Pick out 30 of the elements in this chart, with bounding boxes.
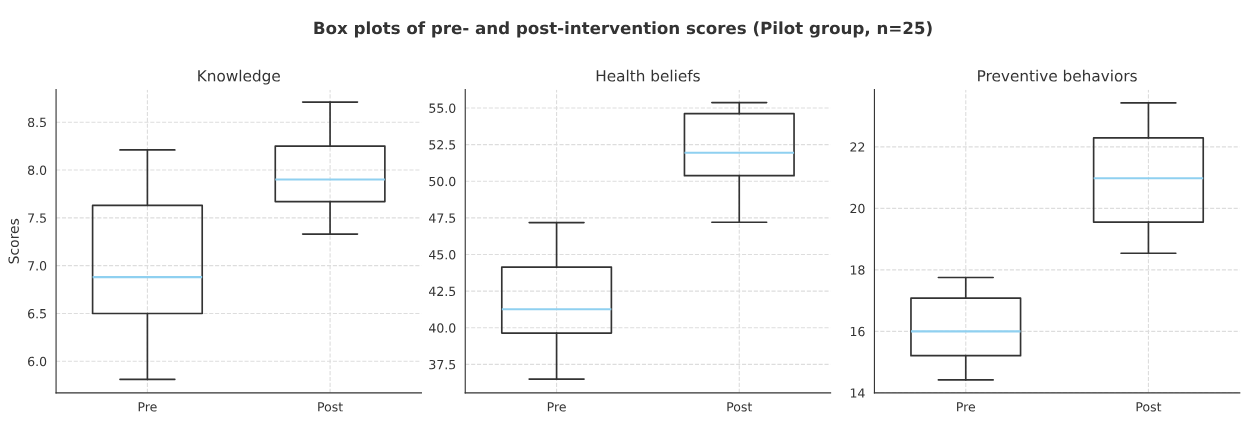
y-tick-label: 50.0	[429, 176, 456, 187]
y-tick-label: 42.5	[429, 286, 456, 297]
chart-title: Health beliefs	[596, 69, 700, 82]
y-tick-label: 55.0	[429, 103, 456, 113]
y-tick-label: 7.0	[28, 261, 47, 271]
x-tick-label: Pre	[547, 402, 566, 412]
y-tick-label: 6.5	[28, 308, 46, 319]
x-tick-label: Post	[1136, 402, 1162, 412]
y-tick-label: 6.0	[28, 356, 47, 367]
x-tick-label: Post	[727, 402, 753, 412]
text: Box plots of pre- and post-intervention scores (Pilot group, n=25)	[314, 21, 932, 38]
x-tick-label: Pre	[138, 402, 157, 412]
chart-title: Preventive behaviors	[978, 69, 1137, 82]
y-tick-label: 45.0	[429, 249, 456, 260]
y-tick-label: 47.5	[429, 213, 456, 223]
y-tick-label: 7.5	[28, 213, 46, 223]
y-tick-label: 52.5	[429, 140, 456, 150]
y-tick-label: 22	[850, 142, 865, 152]
y-tick-label: 37.5	[429, 359, 456, 370]
y-tick-label: 8.5	[28, 117, 46, 128]
chart-title: Knowledge	[198, 69, 280, 85]
y-axis-title: Scores	[8, 218, 19, 264]
y-tick-label: 18	[850, 265, 865, 275]
y-tick-label: 40.0	[429, 323, 456, 333]
y-tick-label: 20	[850, 203, 865, 214]
y-tick-label: 8.0	[28, 165, 47, 175]
x-tick-label: Post	[318, 402, 343, 412]
y-tick-label: 16	[850, 326, 865, 337]
x-tick-label: Pre	[957, 402, 976, 412]
y-tick-label: 14	[850, 388, 865, 398]
